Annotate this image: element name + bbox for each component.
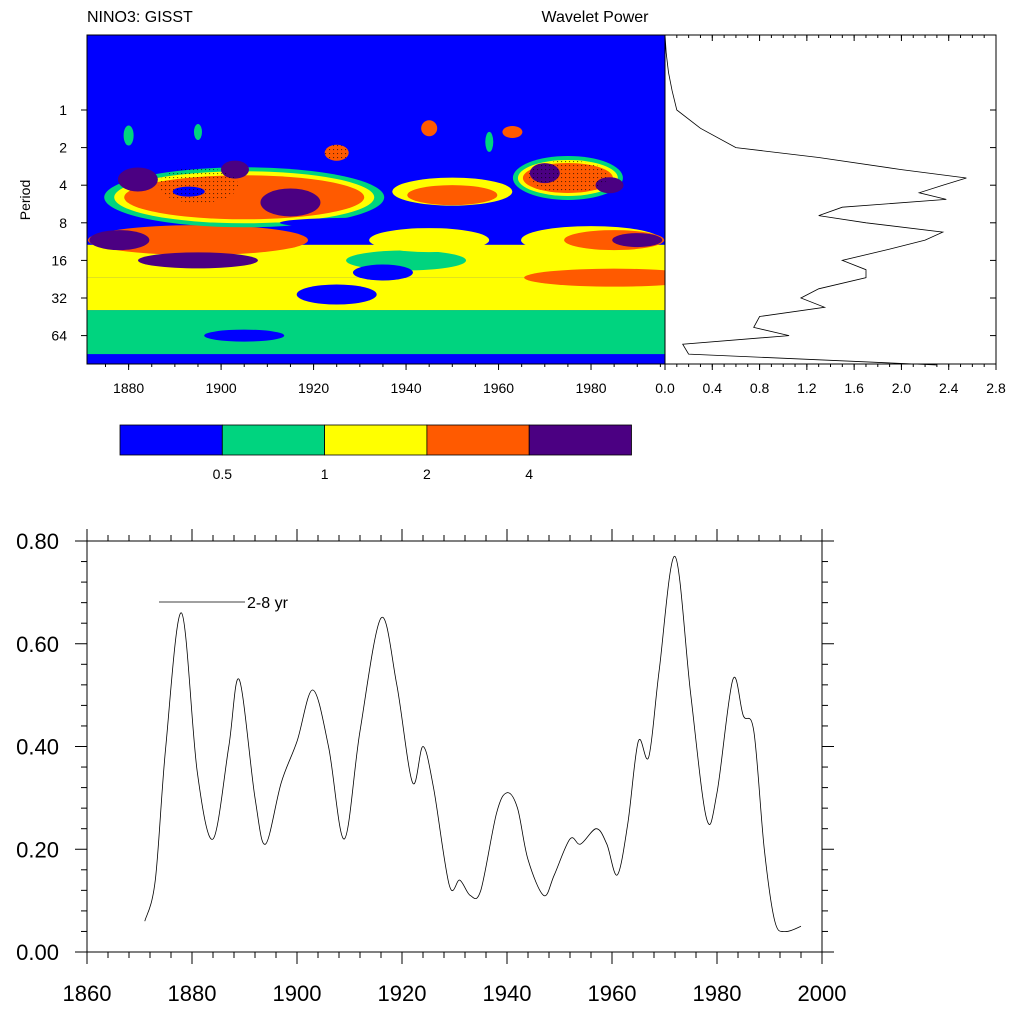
ts-xtick-label: 1900 <box>273 981 322 1006</box>
wavelet-blob-orange-b <box>407 185 498 206</box>
wavelet-blob-blue-30 <box>296 284 377 305</box>
colorbar-swatch <box>119 424 223 456</box>
wavelet-blob-blue-8 <box>279 217 440 228</box>
wavelet-xtick-label: 1920 <box>298 380 329 396</box>
wavelet-band-100 <box>87 354 665 363</box>
timeseries-frame <box>86 540 823 953</box>
wavelet-xtick-label: 1940 <box>390 380 421 396</box>
ts-xtick-label: 1860 <box>63 981 112 1006</box>
wavelet-title: NINO3: GISST <box>87 9 193 26</box>
global-xtick-label: 0.8 <box>750 380 770 396</box>
wavelet-blob-orange-11 <box>87 225 308 256</box>
wavelet-blob-blue-20 <box>352 264 413 281</box>
wavelet-blob-purple-c <box>260 188 321 217</box>
colorbar: 0.5 1 2 4 <box>119 424 632 482</box>
wavelet-blob-green-i <box>123 125 134 146</box>
wavelet-blob-purple-16 <box>137 252 258 269</box>
wavelet-field <box>87 35 665 377</box>
global-axes: 0.0 0.4 0.8 1.2 1.6 2.0 2.4 2.8 <box>655 35 1006 396</box>
global-xtick-label: 2.4 <box>939 380 959 396</box>
timeseries-line-2-8yr <box>144 555 802 932</box>
wavelet-stipple-a <box>157 167 238 204</box>
ts-ytick-label: 0.60 <box>16 632 59 657</box>
colorbar-swatch <box>324 424 428 456</box>
wavelet-xtick-label: 1960 <box>483 380 514 396</box>
wavelet-blob-purple-11b <box>612 233 663 248</box>
wavelet-axes: 1880 1900 1920 1940 1960 1980 1 2 4 8 16 32 64 <box>51 102 661 396</box>
wavelet-blob-orange-22 <box>524 268 665 287</box>
wavelet-blob-yellow-11b <box>369 228 490 253</box>
ts-xtick-label: 1960 <box>588 981 637 1006</box>
wavelet-ytick-label: 64 <box>51 328 67 344</box>
wavelet-blob-orange-g <box>421 120 438 137</box>
ts-xtick-label: 1880 <box>168 981 217 1006</box>
wavelet-ytick-label: 16 <box>51 252 67 268</box>
period-axis-label: Period <box>17 180 33 220</box>
wavelet-blob-green-k <box>485 131 494 152</box>
global-xtick-label: 0.0 <box>655 380 675 396</box>
global-xtick-label: 1.6 <box>844 380 864 396</box>
ts-ytick-label: 0.20 <box>16 837 59 862</box>
wavelet-ytick-label: 8 <box>59 215 67 231</box>
colorbar-swatch <box>528 424 632 456</box>
wavelet-stipple-c <box>324 144 349 161</box>
global-xtick-label: 2.8 <box>986 380 1006 396</box>
timeseries-axes: 1860 1880 1900 1920 1940 1960 1980 2000 0.00 0.20… <box>16 529 846 1006</box>
global-xtick-label: 1.2 <box>797 380 817 396</box>
wavelet-ytick-label: 4 <box>59 177 67 193</box>
legend-label: 2-8 yr <box>247 595 289 612</box>
wavelet-blob-purple-a <box>117 167 158 192</box>
colorbar-label: 0.5 <box>213 466 233 482</box>
wavelet-band-edge2 <box>87 373 665 377</box>
wavelet-blob-green-j <box>193 123 202 140</box>
wavelet-ytick-label: 2 <box>59 140 67 156</box>
ts-xtick-label: 1940 <box>483 981 532 1006</box>
colorbar-swatch <box>221 424 326 456</box>
wavelet-xtick-label: 1980 <box>575 380 606 396</box>
wavelet-blob-blue-64 <box>204 329 285 342</box>
colorbar-label: 2 <box>423 466 431 482</box>
ts-xtick-label: 1980 <box>693 981 742 1006</box>
colorbar-label: 4 <box>525 466 533 482</box>
ts-ytick-label: 0.40 <box>16 735 59 760</box>
ts-ytick-label: 0.00 <box>16 940 59 965</box>
wavelet-blob-purple-11 <box>89 230 150 251</box>
ts-xtick-label: 1920 <box>378 981 427 1006</box>
global-power-line <box>664 34 967 366</box>
colorbar-label: 1 <box>321 466 329 482</box>
wavelet-band-edge <box>87 365 665 375</box>
wavelet-ytick-label: 32 <box>51 290 67 306</box>
wavelet-stipple-b <box>527 160 608 193</box>
wavelet-blob-orange-h <box>502 125 523 138</box>
global-xtick-label: 2.0 <box>892 380 912 396</box>
wavelet-xtick-label: 1900 <box>206 380 237 396</box>
colorbar-swatch <box>426 424 530 456</box>
ts-xtick-label: 2000 <box>798 981 847 1006</box>
wavelet-power-title: Wavelet Power <box>542 9 650 26</box>
ts-ytick-label: 0.80 <box>16 529 59 554</box>
wavelet-xtick-label: 1880 <box>113 380 144 396</box>
global-xtick-label: 0.4 <box>703 380 723 396</box>
wavelet-ytick-label: 1 <box>59 102 67 118</box>
